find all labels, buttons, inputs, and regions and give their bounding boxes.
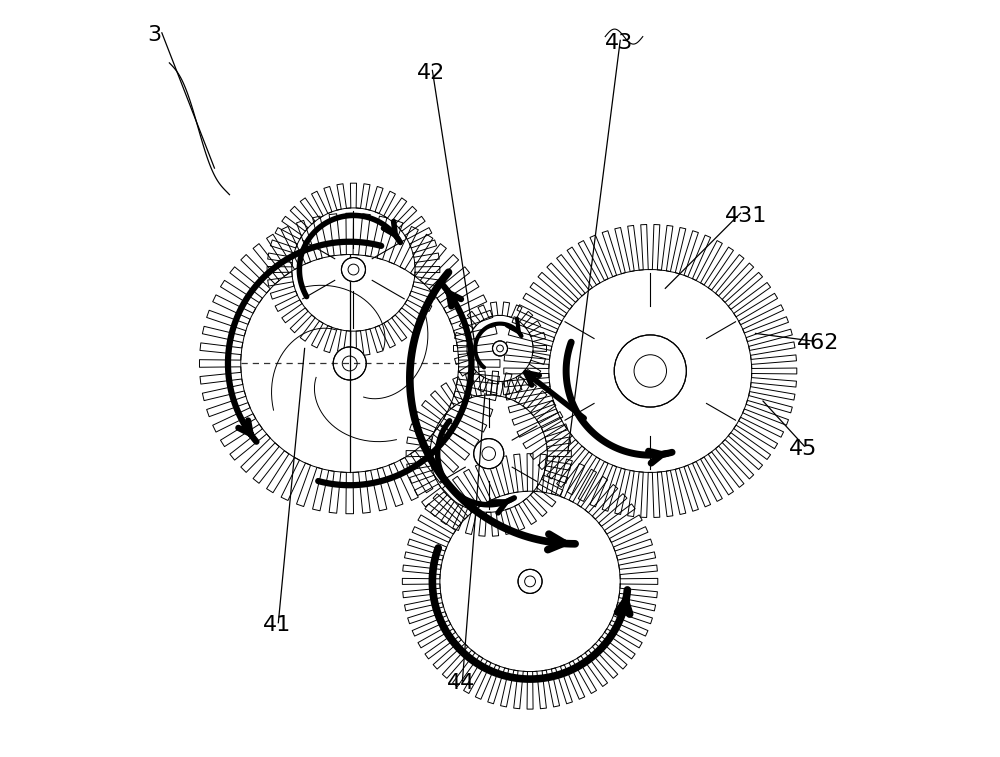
Circle shape	[518, 569, 542, 593]
Text: 462: 462	[797, 333, 839, 354]
Text: 431: 431	[725, 206, 768, 226]
Circle shape	[492, 341, 508, 356]
Circle shape	[333, 347, 366, 380]
Polygon shape	[267, 183, 440, 356]
Text: 43: 43	[605, 33, 633, 53]
Text: 45: 45	[789, 438, 818, 459]
Circle shape	[614, 335, 686, 407]
Circle shape	[341, 257, 365, 282]
Circle shape	[474, 438, 504, 469]
Polygon shape	[504, 225, 797, 518]
Polygon shape	[406, 371, 571, 536]
Text: 44: 44	[447, 673, 476, 693]
Polygon shape	[199, 213, 500, 514]
Text: 3: 3	[147, 25, 161, 45]
Polygon shape	[454, 302, 546, 395]
Text: 41: 41	[263, 615, 292, 635]
Text: 42: 42	[417, 63, 446, 83]
Polygon shape	[402, 453, 658, 709]
